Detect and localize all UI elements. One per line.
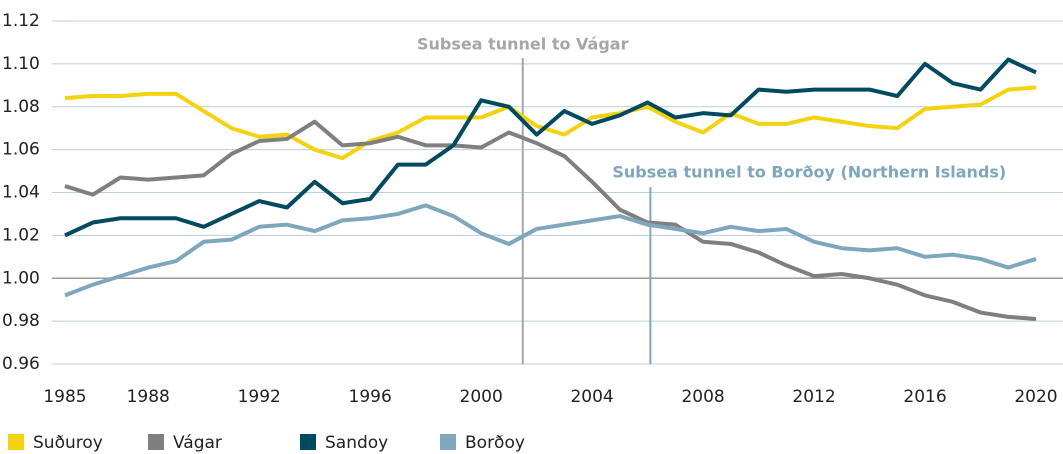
legend-label: Suðuroy [33, 433, 103, 453]
y-tick-label: 1.02 [2, 225, 40, 245]
y-tick-label: 1.04 [2, 183, 40, 203]
legend-label: Borðoy [465, 433, 525, 453]
x-tick-label: 1996 [349, 387, 392, 407]
x-tick-label: 2012 [792, 387, 835, 407]
x-tick-label: 2008 [681, 387, 724, 407]
legend-swatch [440, 434, 456, 450]
legend-swatch [148, 434, 164, 450]
series-line [64, 85, 1037, 161]
x-tick-label: 2004 [570, 387, 613, 407]
x-tick-label: 1988 [127, 387, 170, 407]
series-line [64, 57, 1037, 238]
legend-swatch [8, 434, 24, 450]
y-tick-label: 1.10 [2, 54, 40, 74]
y-tick-label: 0.98 [2, 311, 40, 331]
y-tick-label: 1.00 [2, 268, 40, 288]
x-tick-label: 2020 [1014, 387, 1057, 407]
x-tick-label: 1985 [43, 387, 86, 407]
annotation-text: Subsea tunnel to Borðoy (Northern Island… [612, 163, 1006, 182]
series-line [64, 119, 1037, 321]
series-line [64, 203, 1037, 298]
legend-swatch [300, 434, 316, 450]
y-tick-label: 1.08 [2, 97, 40, 117]
y-tick-label: 0.96 [2, 354, 40, 374]
x-tick-label: 2000 [460, 387, 503, 407]
y-tick-label: 1.06 [2, 140, 40, 160]
x-tick-label: 2016 [903, 387, 946, 407]
x-tick-label: 1992 [238, 387, 281, 407]
legend-label: Sandoy [325, 433, 388, 453]
y-tick-label: 1.12 [2, 11, 40, 31]
legend-label: Vágar [173, 433, 222, 453]
annotation-text: Subsea tunnel to Vágar [417, 35, 629, 54]
